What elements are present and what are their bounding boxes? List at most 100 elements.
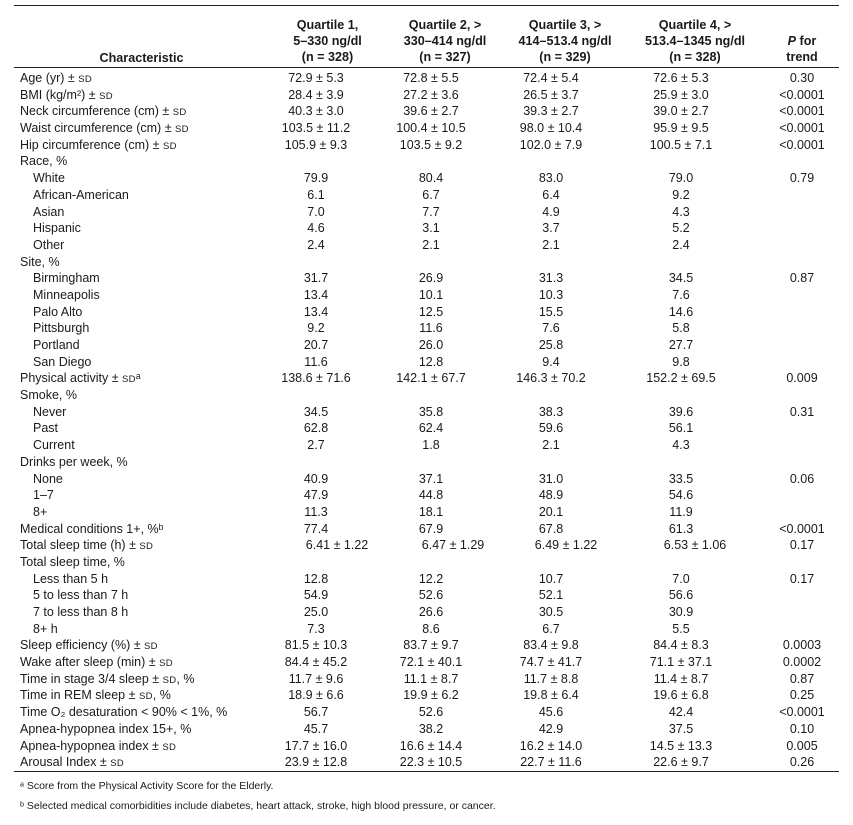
p-trend-cell: <0.0001 [779, 705, 825, 720]
quartile-2-cell: 39.6 ± 2.7 [403, 104, 459, 119]
quartile-4-cell: 34.5 [668, 271, 694, 286]
quartile-2-cell: 6.47 ± 1.29 [421, 538, 485, 553]
row-label: Hip circumference (cm) ± SD [20, 137, 177, 152]
table-row: Never 34.5 35.8 38.3 39.6 0.31 [0, 404, 853, 421]
quartile-3-cell: 45.6 [538, 705, 564, 720]
quartile-1-cell: 6.41 ± 1.22 [305, 538, 369, 553]
quartile-4-cell: 39.0 ± 2.7 [653, 104, 709, 119]
row-label: Apnea-hypopnea index 15+, % [20, 721, 192, 736]
quartile-1-cell: 54.9 [303, 588, 329, 603]
quartile-1-cell: 84.4 ± 45.2 [284, 655, 348, 670]
quartile-3-cell: 6.7 [542, 621, 560, 636]
quartile-3-cell: 2.1 [542, 438, 560, 453]
quartile-3-cell: 7.6 [542, 321, 560, 336]
quartile-1-cell: 17.7 ± 16.0 [284, 738, 348, 753]
quartile-2-cell: 22.3 ± 10.5 [399, 755, 463, 770]
quartile-4-cell: 22.6 ± 9.7 [653, 755, 709, 770]
quartile-2-cell: 12.5 [418, 304, 444, 319]
table-row: Less than 5 h 12.8 12.2 10.7 7.0 0.17 [0, 571, 853, 588]
table-row: Current 2.7 1.8 2.1 4.3 [0, 437, 853, 454]
header-quartile-4: Quartile 4, > 513.4–1345 ng/dl (n = 328) [625, 17, 765, 65]
quartile-1-cell: 40.9 [303, 471, 329, 486]
quartile-2-cell: 80.4 [418, 171, 444, 186]
p-trend-cell: <0.0001 [779, 87, 825, 102]
quartile-4-cell: 25.9 ± 3.0 [653, 87, 709, 102]
row-label: Birmingham [33, 271, 100, 286]
quartile-3-cell: 38.3 [538, 404, 564, 419]
table-row: Time in REM sleep ± SD, % 18.9 ± 6.6 19.9 … [0, 687, 853, 704]
quartile-3-cell: 11.7 ± 8.8 [523, 671, 579, 686]
quartile-3-cell: 31.3 [538, 271, 564, 286]
quartile-4-cell: 72.6 ± 5.3 [653, 71, 709, 85]
header-line: P for [765, 33, 839, 49]
quartile-2-cell: 26.9 [418, 271, 444, 286]
bottom-rule [14, 771, 839, 772]
quartile-4-cell: 79.0 [668, 171, 694, 186]
table-row: Apnea-hypopnea index ± SD 17.7 ± 16.0 16.6… [0, 738, 853, 755]
row-label: Time in REM sleep ± SD, % [20, 688, 171, 703]
table-row: Birmingham 31.7 26.9 31.3 34.5 0.87 [0, 270, 853, 287]
quartile-4-cell: 71.1 ± 37.1 [649, 655, 713, 670]
quartile-4-cell: 14.6 [668, 304, 694, 319]
quartile-3-cell: 83.0 [538, 171, 564, 186]
quartile-3-cell: 48.9 [538, 488, 564, 503]
table-row: Sleep efficiency (%) ± SD 81.5 ± 10.3 83.7… [0, 637, 853, 654]
p-trend-cell: 0.06 [789, 471, 815, 486]
table-row: Pittsburgh 9.2 11.6 7.6 5.8 [0, 320, 853, 337]
table-row: Total sleep time, % [0, 554, 853, 571]
table-row: Site, % [0, 254, 853, 271]
header-line: Quartile 1, [296, 18, 359, 32]
quartile-1-cell: 12.8 [303, 571, 329, 586]
header-line: 5–330 ng/dl [293, 34, 362, 48]
quartile-1-cell: 18.9 ± 6.6 [288, 688, 344, 703]
quartile-4-cell: 100.5 ± 7.1 [649, 137, 713, 152]
p-trend-cell: 0.25 [789, 688, 815, 703]
table-row: Medical conditions 1+, %ᵇ 77.4 67.9 67.8 61.… [0, 521, 853, 538]
row-label: None [33, 471, 63, 486]
p-trend-cell: 0.009 [786, 371, 818, 386]
quartile-4-cell: 37.5 [668, 721, 694, 736]
table-row: White 79.9 80.4 83.0 79.0 0.79 [0, 170, 853, 187]
row-label: African-American [33, 187, 129, 202]
row-label: Past [33, 421, 59, 436]
quartile-1-cell: 11.3 [304, 504, 328, 519]
header-line: trend [786, 50, 818, 64]
quartile-2-cell: 3.1 [422, 221, 440, 236]
row-label: White [33, 171, 65, 186]
quartile-2-cell: 12.8 [418, 354, 444, 369]
table-row: Smoke, % [0, 387, 853, 404]
row-label: 8+ [33, 504, 48, 519]
quartile-4-cell: 33.5 [668, 471, 694, 486]
quartile-3-cell: 74.7 ± 41.7 [519, 655, 583, 670]
footnote-b: ᵇ Selected medical comorbidities include… [20, 800, 496, 812]
quartile-2-cell: 6.7 [422, 187, 440, 202]
p-trend-cell: 0.26 [789, 755, 815, 770]
quartile-1-cell: 23.9 ± 12.8 [284, 755, 348, 770]
quartile-2-cell: 16.6 ± 14.4 [399, 738, 463, 753]
row-label: Time in stage 3/4 sleep ± SD, % [20, 671, 195, 686]
quartile-1-cell: 40.3 ± 3.0 [288, 104, 344, 119]
quartile-4-cell: 14.5 ± 13.3 [649, 738, 713, 753]
quartile-2-cell: 83.7 ± 9.7 [403, 638, 459, 653]
quartile-2-cell: 72.8 ± 5.5 [403, 71, 459, 85]
quartile-1-cell: 138.6 ± 71.6 [281, 371, 351, 386]
quartile-2-cell: 100.4 ± 10.5 [396, 121, 466, 136]
quartile-1-cell: 103.5 ± 11.2 [281, 121, 351, 136]
quartile-1-cell: 11.7 ± 9.6 [288, 671, 344, 686]
quartile-1-cell: 34.5 [303, 404, 329, 419]
table-row: Age (yr) ± SD 72.9 ± 5.3 72.8 ± 5.5 72.4 ± … [0, 70, 853, 87]
quartile-4-cell: 5.8 [672, 321, 690, 336]
header-p-for-trend: P for trend [765, 33, 839, 65]
row-label: Wake after sleep (min) ± SD [20, 655, 173, 670]
quartile-3-cell: 6.4 [542, 187, 560, 202]
quartile-1-cell: 4.6 [307, 221, 325, 236]
quartile-2-cell: 12.2 [418, 571, 444, 586]
quartile-1-cell: 2.4 [307, 237, 325, 252]
quartile-1-cell: 20.7 [303, 338, 329, 352]
row-label: 7 to less than 8 h [33, 605, 129, 619]
row-label: Waist circumference (cm) ± SD [20, 121, 189, 136]
table-row: San Diego 11.6 12.8 9.4 9.8 [0, 354, 853, 371]
quartile-3-cell: 42.9 [538, 721, 564, 736]
quartile-3-cell: 59.6 [538, 421, 564, 436]
